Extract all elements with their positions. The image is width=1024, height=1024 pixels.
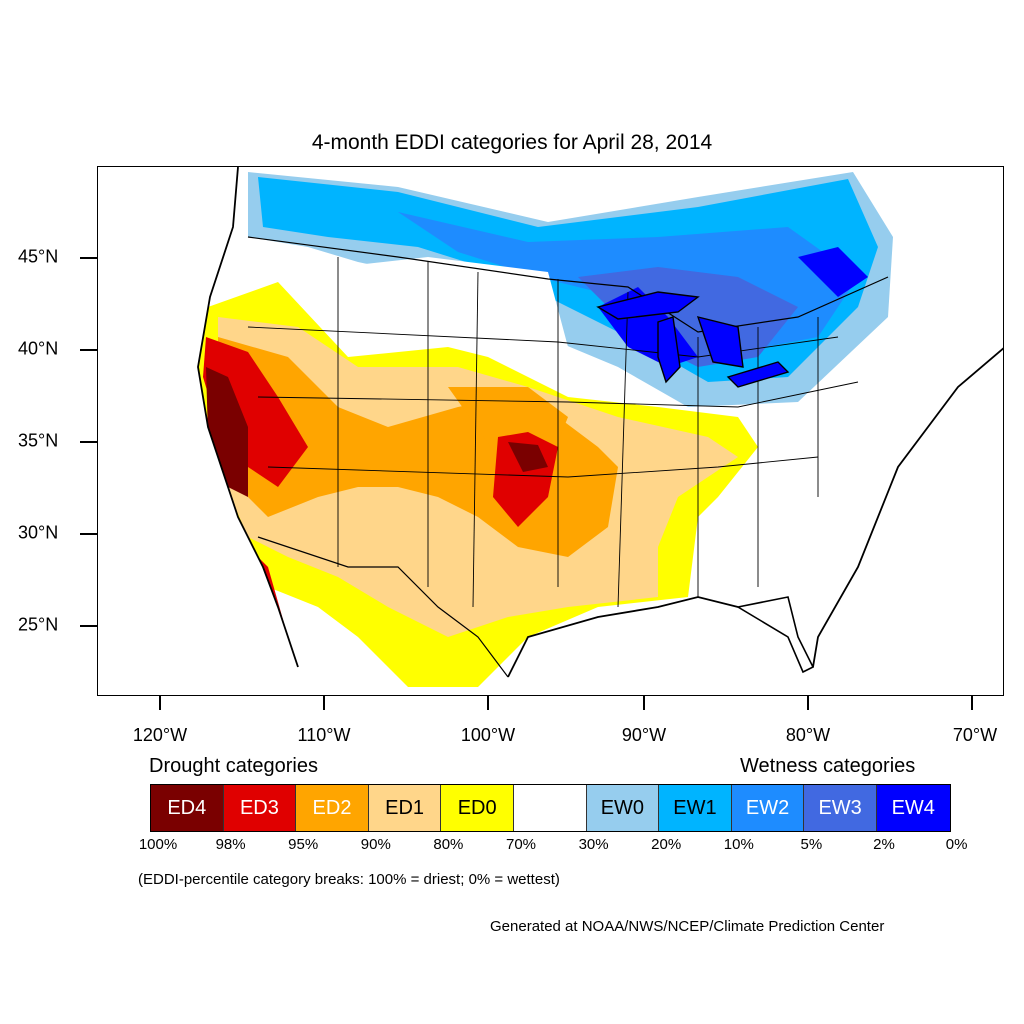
legend-box-ew1: EW1 — [659, 785, 732, 831]
legend-box-ed4: ED4 — [151, 785, 224, 831]
lat-tick-35n — [80, 441, 97, 443]
legend-box-ed1: ED1 — [368, 785, 442, 831]
lat-label-35n: 35°N — [18, 430, 59, 451]
legend-box-ew4: EW4 — [876, 785, 950, 831]
category-note: (EDDI-percentile category breaks: 100% =… — [138, 871, 560, 888]
lat-label-30n: 30°N — [18, 522, 59, 543]
credit-line: Generated at NOAA/NWS/NCEP/Climate Predi… — [490, 918, 885, 935]
percentile-break-label: 10% — [723, 836, 754, 853]
category-legend: ED4 ED3 ED2 ED1 ED0 EW0 EW1 EW2 EW3 EW4 — [150, 784, 951, 832]
wet-region-ew4-east — [798, 247, 868, 297]
lon-label-90w: 90°W — [621, 725, 667, 745]
lake-erie — [726, 361, 790, 388]
eddi-map-canvas — [98, 167, 1003, 695]
gulf-of-mexico — [508, 597, 798, 695]
percentile-break-label: 30% — [578, 836, 609, 853]
lon-tick-110w — [323, 696, 325, 710]
mexico-border — [257, 536, 509, 678]
lat-label-40n: 40°N — [18, 338, 59, 359]
map-title: 4-month EDDI categories for April 28, 20… — [311, 131, 713, 154]
legend-box-ew2: EW2 — [731, 785, 805, 831]
lat-label-25n: 25°N — [18, 614, 59, 635]
drought-categories-title: Drought categories — [149, 755, 318, 777]
lat-label-45n: 45°N — [18, 246, 59, 267]
percentile-break-label: 98% — [215, 836, 246, 853]
percentile-break-label: 5% — [800, 836, 823, 853]
lat-tick-45n — [80, 257, 97, 259]
lon-tick-90w — [643, 696, 645, 710]
lake-superior — [596, 291, 700, 320]
pacific-ocean — [98, 167, 312, 695]
lon-label-120w: 120°W — [132, 725, 188, 745]
lon-tick-70w — [971, 696, 973, 710]
drought-region-ed4-california — [206, 367, 248, 497]
state-boundaries — [247, 257, 859, 608]
lat-tick-30n — [80, 533, 97, 535]
percentile-break-label: 2% — [873, 836, 895, 853]
lake-huron — [696, 316, 744, 368]
canada-border — [247, 236, 889, 333]
coastline-west — [197, 167, 299, 668]
legend-box-ed0: ED0 — [441, 785, 514, 831]
lake-michigan — [657, 316, 681, 384]
lon-label-110w: 110°W — [297, 725, 351, 745]
eddi-map — [97, 166, 1004, 696]
percentile-break-label: 80% — [433, 836, 464, 853]
legend-box-ed2: ED2 — [296, 785, 369, 831]
normal-region-southeast — [698, 467, 858, 597]
atlantic-ocean — [818, 348, 1003, 695]
lon-label-80w: 80°W — [785, 725, 831, 745]
drought-region-ed3-west — [203, 337, 308, 487]
coastline-east — [812, 347, 1003, 668]
lon-tick-80w — [807, 696, 809, 710]
legend-box-normal — [513, 785, 587, 831]
lon-tick-120w — [159, 696, 161, 710]
percentile-break-label: 100% — [138, 836, 178, 853]
lon-label-70w: 70°W — [952, 725, 998, 745]
percentile-break-label: 0% — [945, 836, 968, 853]
coastline-gulf — [507, 596, 739, 678]
legend-box-ew3: EW3 — [804, 785, 877, 831]
lat-tick-25n — [80, 625, 97, 627]
lon-tick-100w — [487, 696, 489, 710]
legend-box-ew0: EW0 — [586, 785, 660, 831]
lon-label-100w: 100°W — [460, 725, 516, 745]
wetness-categories-title: Wetness categories — [740, 755, 916, 777]
percentile-break-label: 70% — [505, 836, 537, 853]
percentile-break-label: 20% — [651, 836, 682, 853]
lat-tick-40n — [80, 349, 97, 351]
percentile-break-label: 95% — [288, 836, 319, 853]
drought-region-ed4-plains — [508, 442, 548, 472]
legend-box-ed3: ED3 — [223, 785, 297, 831]
percentile-break-label: 90% — [360, 836, 391, 853]
